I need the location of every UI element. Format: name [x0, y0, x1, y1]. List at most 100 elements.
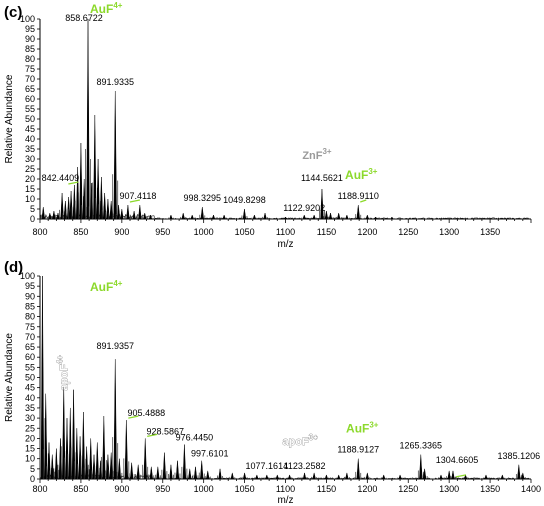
- spectrum-peak: [89, 438, 93, 480]
- spectrum-peak: [373, 216, 378, 220]
- ion-base-text: AuF: [346, 422, 369, 436]
- y-tick-label: 80: [25, 54, 35, 64]
- peak-mz-label: 928.5867: [146, 426, 184, 436]
- y-tick-label: 5: [30, 204, 35, 214]
- spectrum-peak: [324, 210, 329, 220]
- spectrum-peak: [336, 474, 341, 480]
- peak-mz-label: 1385.1206: [498, 451, 541, 461]
- spectrum-peak: [109, 452, 113, 480]
- ion-species-label: AuF3+: [345, 167, 378, 182]
- spectrum-peak: [275, 474, 280, 480]
- y-tick-label: 20: [25, 433, 35, 443]
- ion-species-label: apoF3+: [283, 433, 319, 448]
- ion-species-label: ZnF3+: [302, 147, 332, 162]
- peak-mz-label: 1265.3365: [400, 441, 443, 451]
- y-axis-title: Relative Abundance: [4, 74, 15, 163]
- spectrum-peak: [222, 214, 226, 220]
- spectrum-peak: [54, 448, 59, 480]
- spectrum-peak: [188, 468, 192, 480]
- y-tick-label: 30: [25, 413, 35, 423]
- spectrum-peak: [126, 204, 130, 220]
- spectrum-peak: [218, 468, 222, 480]
- spectrum-peak: [365, 472, 370, 480]
- spectrum-peak: [356, 204, 360, 220]
- x-tick-label: 1000: [194, 227, 214, 237]
- peak-mz-label: 1188.9127: [337, 445, 379, 455]
- peak-leader-line: [360, 199, 367, 203]
- spectrum-peak: [390, 216, 394, 220]
- y-tick-label: 85: [25, 44, 35, 54]
- spectrum-peak: [422, 468, 427, 480]
- spectrum-peak: [96, 158, 100, 220]
- spectrum-peak: [117, 458, 122, 480]
- peak-leader-line: [129, 199, 141, 203]
- spectrum-peak: [120, 208, 124, 220]
- y-tick-label: 100: [20, 14, 35, 24]
- x-tick-label: 1050: [235, 227, 255, 237]
- y-tick-label: 25: [25, 423, 35, 433]
- y-tick-label: 95: [25, 281, 35, 291]
- spectrum-peak: [124, 420, 128, 480]
- spectrum-peak: [345, 472, 349, 480]
- spectrum-peak: [143, 438, 147, 480]
- peak-mz-label: 1188.9110: [338, 191, 379, 201]
- peak-mz-label: 997.6101: [191, 449, 229, 459]
- y-tick-label: 60: [25, 352, 35, 362]
- spectrum-peak: [211, 214, 216, 220]
- x-tick-label: 1100: [276, 227, 295, 237]
- spectrum-peak: [50, 454, 54, 480]
- spectrum-peak: [175, 460, 180, 480]
- spectrum-peak: [345, 214, 349, 220]
- spectrum-peak: [148, 214, 153, 220]
- x-tick-label: 900: [114, 227, 129, 237]
- peak-mz-label: 842.4409: [42, 173, 80, 183]
- spectrum-peak: [181, 212, 185, 220]
- y-tick-label: 5: [30, 464, 35, 474]
- spectrum-peak: [56, 212, 60, 220]
- spectrum-peak: [79, 142, 83, 220]
- y-tick-label: 65: [25, 84, 35, 94]
- ion-base-text: apoF: [58, 364, 70, 391]
- ion-charge-superscript: 3+: [309, 433, 318, 442]
- spectrum-peak: [365, 214, 370, 220]
- spectrum-peak: [265, 474, 269, 480]
- spectrum-peak: [136, 464, 140, 480]
- ion-charge-superscript: 4+: [113, 1, 122, 10]
- spectrum-peak: [336, 212, 341, 220]
- peak-leader-line: [455, 474, 467, 478]
- spectrum-peak: [82, 178, 86, 220]
- y-axis-title: Relative Abundance: [4, 333, 15, 422]
- spectrum-peak: [463, 474, 468, 480]
- y-tick-label: 90: [25, 34, 35, 44]
- spectrum-peak: [419, 454, 423, 480]
- spectrum-peak: [484, 474, 488, 480]
- spectrum-peak: [40, 275, 45, 480]
- ion-base-text: ZnF: [302, 150, 322, 162]
- y-tick-label: 10: [25, 194, 35, 204]
- ion-charge-superscript: 4+: [113, 279, 122, 288]
- x-tick-label: 1150: [317, 484, 336, 494]
- y-tick-label: 65: [25, 342, 35, 352]
- spectrum-peak: [169, 464, 173, 480]
- ion-species-label: AuF4+: [90, 1, 123, 16]
- spectrum-peak: [182, 444, 187, 480]
- peak-mz-label: 858.6722: [65, 13, 103, 23]
- spectrum-peak: [500, 474, 505, 480]
- spectrum-peak: [439, 474, 443, 480]
- ion-base-text: apoF: [283, 436, 310, 448]
- spectrum-peak: [398, 474, 402, 480]
- x-tick-label: 1300: [439, 227, 459, 237]
- y-tick-label: 30: [25, 154, 35, 164]
- y-tick-label: 15: [25, 184, 35, 194]
- y-tick-label: 45: [25, 383, 35, 393]
- y-tick-label: 10: [25, 454, 35, 464]
- spectrum-peak: [93, 114, 97, 220]
- spectrum-peak: [190, 214, 194, 220]
- spectrum-peak: [102, 416, 106, 480]
- spectrum-peak: [48, 212, 52, 220]
- y-tick-label: 75: [25, 322, 35, 332]
- peak-mz-label: 1144.5621: [301, 173, 343, 183]
- spectrum-peak: [86, 18, 90, 220]
- y-tick-label: 90: [25, 291, 35, 301]
